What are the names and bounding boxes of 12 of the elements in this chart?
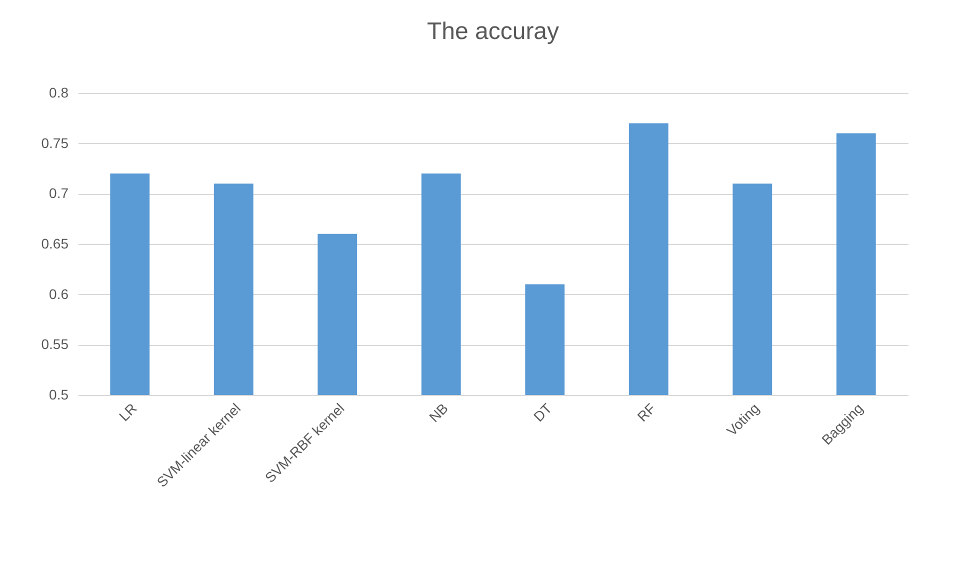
y-tick-label: 0.65 (41, 236, 69, 252)
y-tick-label: 0.8 (49, 84, 69, 100)
x-tick-label: NB (426, 400, 452, 426)
y-tick-label: 0.55 (41, 336, 69, 352)
y-tick-label: 0.7 (49, 185, 69, 202)
y-tick-label: 0.75 (41, 134, 69, 151)
x-tick-label: LR (116, 400, 140, 424)
x-tick-label: RF (634, 400, 659, 425)
x-tick-label: DT (530, 400, 556, 425)
y-tick-label: 0.5 (49, 386, 69, 402)
chart-title: The accuray (426, 18, 560, 45)
y-tick-label: 0.6 (49, 286, 69, 302)
